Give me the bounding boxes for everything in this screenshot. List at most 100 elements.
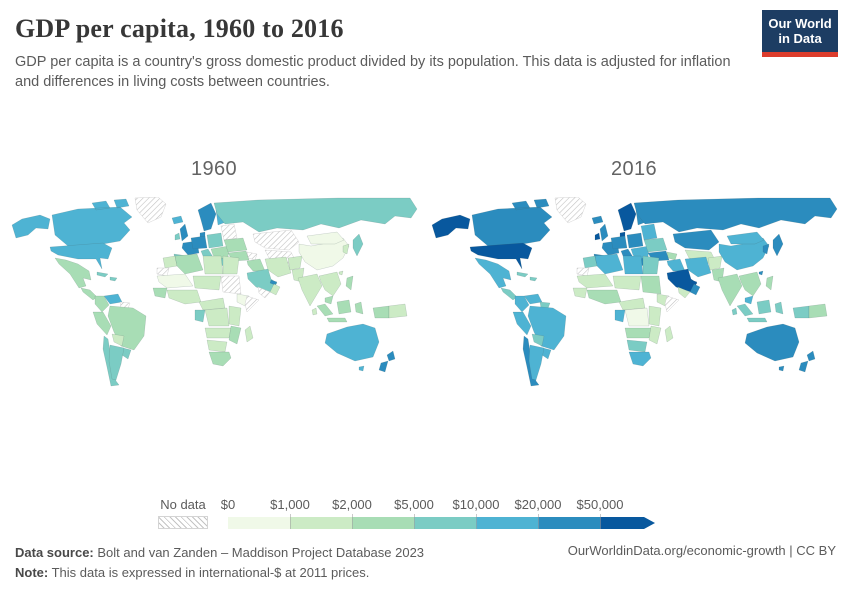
region-yemen-1960[interactable] xyxy=(257,286,271,299)
region-ireland-2016[interactable] xyxy=(594,232,601,241)
legend-colorbar[interactable]: $0 $1,000 $2,000 $5,000 $10,000 $20,000 $50,00… xyxy=(221,497,678,529)
region-new-zealand-2016[interactable] xyxy=(798,350,816,373)
region-greenland-1960[interactable] xyxy=(134,197,167,224)
region-algeria-1960[interactable] xyxy=(174,253,204,275)
region-uk-1960[interactable] xyxy=(179,223,189,242)
region-gabon-congo-1960[interactable] xyxy=(194,309,206,323)
region-cameroon-car-2016[interactable] xyxy=(618,297,646,311)
region-baltics-belarus-1960[interactable] xyxy=(220,223,238,241)
region-sri-lanka-1960[interactable] xyxy=(311,307,318,316)
region-taiwan-1960[interactable] xyxy=(338,270,344,276)
region-namibia-botswana-1960[interactable] xyxy=(206,339,228,353)
region-south-africa-2016[interactable] xyxy=(628,351,652,367)
region-new-zealand-1960[interactable] xyxy=(378,350,396,373)
region-colombia-1960[interactable] xyxy=(94,295,110,313)
region-libya-1960[interactable] xyxy=(202,255,224,275)
region-japan-2016[interactable] xyxy=(772,233,784,257)
region-south-africa-1960[interactable] xyxy=(208,351,232,367)
region-central-america-1960[interactable] xyxy=(80,287,98,301)
legend-bin-5[interactable] xyxy=(538,517,600,529)
region-ghana-nigeria-2016[interactable] xyxy=(586,289,622,305)
region-iceland-2016[interactable] xyxy=(591,215,604,225)
region-indonesia-2016[interactable] xyxy=(736,301,784,323)
region-india-1960[interactable] xyxy=(297,273,323,307)
region-zimbabwe-mozambique-1960[interactable] xyxy=(228,325,242,345)
region-russia-2016[interactable] xyxy=(633,197,838,233)
region-mexico-2016[interactable] xyxy=(474,257,512,289)
region-sudan-2016[interactable] xyxy=(640,275,662,295)
region-mauritania-mali-1960[interactable] xyxy=(156,273,194,289)
region-cuba-2016[interactable] xyxy=(516,271,538,282)
region-australia-2016[interactable] xyxy=(744,323,800,372)
region-oman-1960[interactable] xyxy=(269,283,281,296)
region-drc-2016[interactable] xyxy=(624,307,650,327)
region-cameroon-car-1960[interactable] xyxy=(198,297,226,311)
region-east-africa-2016[interactable] xyxy=(648,305,662,327)
region-philippines-2016[interactable] xyxy=(765,275,774,291)
region-central-europe-1960[interactable] xyxy=(206,232,224,249)
region-ireland-1960[interactable] xyxy=(174,232,181,241)
region-libya-2016[interactable] xyxy=(622,255,644,275)
region-uk-2016[interactable] xyxy=(599,223,609,242)
region-baltics-belarus-2016[interactable] xyxy=(640,223,658,241)
region-sudan-1960[interactable] xyxy=(220,275,242,295)
region-cuba-1960[interactable] xyxy=(96,271,118,282)
region-gabon-congo-2016[interactable] xyxy=(614,309,626,323)
region-iran-2016[interactable] xyxy=(684,256,712,278)
region-drc-1960[interactable] xyxy=(204,307,230,327)
region-algeria-2016[interactable] xyxy=(594,253,624,275)
region-png-1960[interactable] xyxy=(388,303,408,319)
region-western-sahara-1960[interactable] xyxy=(156,267,170,277)
region-senegal-guinea-1960[interactable] xyxy=(152,287,168,299)
region-brazil-2016[interactable] xyxy=(527,305,567,351)
region-scandinavia-2016[interactable] xyxy=(617,202,637,238)
region-se-asia-2016[interactable] xyxy=(738,271,762,297)
region-argentina-1960[interactable] xyxy=(108,344,125,381)
region-canada-2016[interactable] xyxy=(471,198,553,247)
region-west-new-guinea-2016[interactable] xyxy=(792,305,810,319)
region-malaysia-1960[interactable] xyxy=(324,295,334,305)
region-niger-chad-2016[interactable] xyxy=(612,275,642,291)
legend-bin-6[interactable] xyxy=(600,517,644,529)
region-egypt-1960[interactable] xyxy=(222,255,240,275)
region-central-america-2016[interactable] xyxy=(500,287,518,301)
region-canada-1960[interactable] xyxy=(51,198,133,247)
region-kazakhstan-2016[interactable] xyxy=(672,229,720,251)
world-map-2016[interactable] xyxy=(428,197,840,389)
legend-bin-4[interactable] xyxy=(476,517,538,529)
region-germany-central-2016[interactable] xyxy=(610,235,628,250)
region-somalia-2016[interactable] xyxy=(664,295,680,313)
region-japan-1960[interactable] xyxy=(352,233,364,257)
region-kazakhstan-1960[interactable] xyxy=(252,229,300,251)
region-bolivia-1960[interactable] xyxy=(111,333,125,347)
region-oman-2016[interactable] xyxy=(689,283,701,296)
region-sri-lanka-2016[interactable] xyxy=(731,307,738,316)
region-egypt-2016[interactable] xyxy=(642,255,660,275)
legend-bin-0[interactable] xyxy=(228,517,290,529)
region-peru-1960[interactable] xyxy=(92,311,112,336)
region-mauritania-mali-2016[interactable] xyxy=(576,273,614,289)
region-korea-2016[interactable] xyxy=(762,243,770,255)
region-borneo-2016[interactable] xyxy=(756,299,772,315)
region-taiwan-2016[interactable] xyxy=(758,270,764,276)
region-usa-1960[interactable] xyxy=(49,242,113,270)
legend-bin-3[interactable] xyxy=(414,517,476,529)
region-mexico-1960[interactable] xyxy=(54,257,92,289)
region-india-2016[interactable] xyxy=(717,273,743,307)
region-ukraine-2016[interactable] xyxy=(643,237,668,253)
region-mongolia-1960[interactable] xyxy=(306,231,345,245)
region-peru-2016[interactable] xyxy=(512,311,532,336)
region-east-africa-1960[interactable] xyxy=(228,305,242,327)
region-colombia-2016[interactable] xyxy=(514,295,530,313)
region-germany-central-1960[interactable] xyxy=(190,235,208,250)
region-levant-iraq-2016[interactable] xyxy=(666,258,686,272)
region-morocco-1960[interactable] xyxy=(162,255,178,269)
region-alaska-1960[interactable] xyxy=(11,214,51,239)
region-argentina-2016[interactable] xyxy=(528,344,545,381)
region-scandinavia-1960[interactable] xyxy=(197,202,217,238)
region-madagascar-2016[interactable] xyxy=(664,325,674,343)
region-indonesia-1960[interactable] xyxy=(316,301,364,323)
region-png-2016[interactable] xyxy=(808,303,828,319)
region-malaysia-2016[interactable] xyxy=(744,295,754,305)
region-angola-zambia-1960[interactable] xyxy=(204,327,232,339)
